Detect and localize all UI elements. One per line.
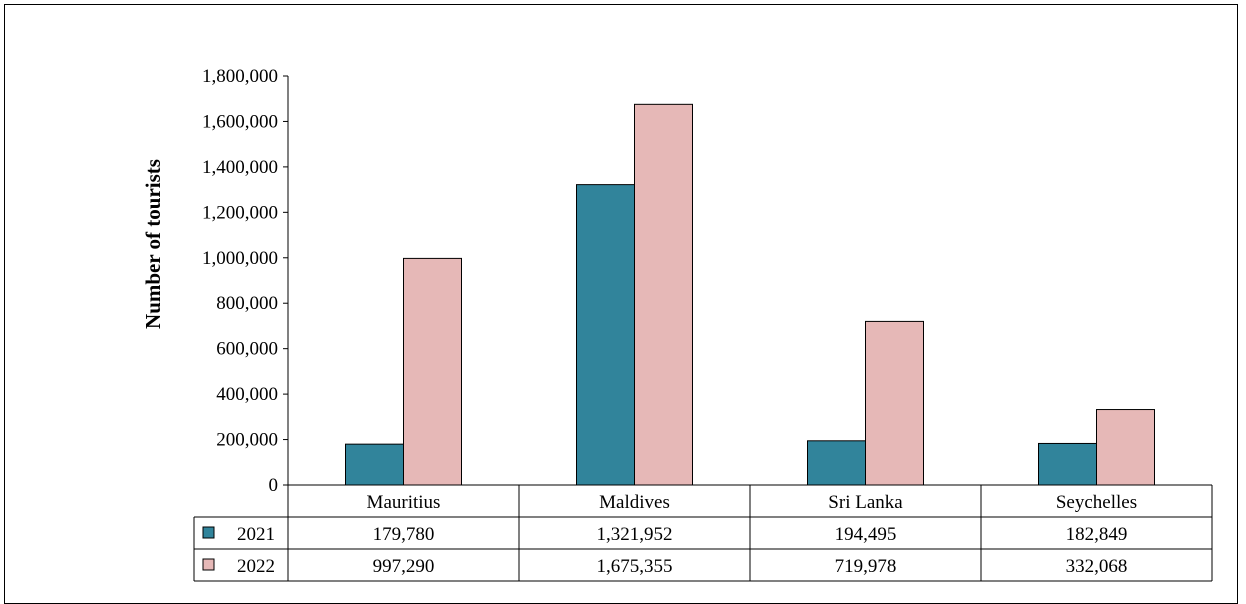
bar-2021-seychelles xyxy=(1038,442,1097,486)
y-tick-label: 0 xyxy=(269,475,279,496)
y-tick-label: 800,000 xyxy=(216,293,278,314)
bar-2021-maldives xyxy=(576,184,635,486)
data-table-cell: 1,321,952 xyxy=(597,524,673,545)
legend-swatch-2022 xyxy=(202,558,215,571)
data-table-cell: 719,978 xyxy=(835,556,897,577)
legend-swatch-2021 xyxy=(202,526,215,539)
category-label: Seychelles xyxy=(1056,492,1137,513)
y-axis-title: Number of tourists xyxy=(141,159,165,329)
bar-2022-seychelles xyxy=(1096,409,1155,486)
category-label: Mauritius xyxy=(367,492,441,513)
bar-2021-sri-lanka xyxy=(807,440,866,486)
bar-2022-sri-lanka xyxy=(865,320,924,486)
data-table-cell: 332,068 xyxy=(1066,556,1128,577)
y-tick-label: 1,400,000 xyxy=(202,157,278,178)
y-tick-label: 1,600,000 xyxy=(202,111,278,132)
bar-2022-maldives xyxy=(634,103,693,486)
y-tick-label: 1,800,000 xyxy=(202,66,278,87)
y-tick-label: 1,200,000 xyxy=(202,202,278,223)
legend-label: 2021 xyxy=(237,524,275,545)
bar-2021-mauritius xyxy=(345,443,404,486)
data-table-cell: 179,780 xyxy=(373,524,435,545)
bar-2022-mauritius xyxy=(403,257,462,486)
y-tick-label: 200,000 xyxy=(216,430,278,451)
data-table-cell: 194,495 xyxy=(835,524,897,545)
y-tick-label: 1,000,000 xyxy=(202,248,278,269)
y-tick-label: 600,000 xyxy=(216,339,278,360)
data-table-cell: 182,849 xyxy=(1066,524,1128,545)
y-tick-label: 400,000 xyxy=(216,384,278,405)
category-label: Sri Lanka xyxy=(828,492,903,513)
data-table-cell: 997,290 xyxy=(373,556,435,577)
data-table-cell: 1,675,355 xyxy=(597,556,673,577)
legend-label: 2022 xyxy=(237,556,275,577)
category-label: Maldives xyxy=(599,492,670,513)
